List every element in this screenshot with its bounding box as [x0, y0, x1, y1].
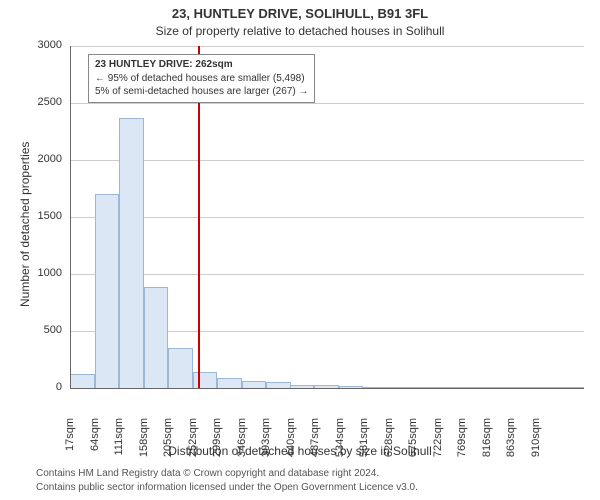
x-tick-label: 64sqm	[89, 418, 101, 468]
x-tick-label: 910sqm	[530, 418, 542, 468]
x-tick-label: 440sqm	[285, 418, 297, 468]
x-tick-label: 487sqm	[309, 418, 321, 468]
x-tick-label: 252sqm	[187, 418, 199, 468]
x-tick-label: 675sqm	[407, 418, 419, 468]
x-axis-line	[70, 388, 584, 389]
x-tick-label: 628sqm	[383, 418, 395, 468]
y-tick-label: 2500	[0, 96, 62, 108]
page-root: 23, HUNTLEY DRIVE, SOLIHULL, B91 3FL Siz…	[0, 0, 600, 500]
page-title: 23, HUNTLEY DRIVE, SOLIHULL, B91 3FL	[0, 6, 600, 21]
chart-plot-area: 23 HUNTLEY DRIVE: 262sqm ← 95% of detach…	[70, 46, 584, 388]
x-tick-label: 769sqm	[456, 418, 468, 468]
y-axis-line	[70, 46, 71, 388]
histogram-bar	[242, 381, 267, 388]
x-tick-label: 863sqm	[505, 418, 517, 468]
x-tick-label: 722sqm	[432, 418, 444, 468]
y-axis-label: Number of detached properties	[18, 142, 32, 307]
gridline	[70, 103, 584, 104]
annotation-box: 23 HUNTLEY DRIVE: 262sqm ← 95% of detach…	[88, 54, 315, 103]
gridline	[70, 217, 584, 218]
x-tick-label: 816sqm	[481, 418, 493, 468]
x-tick-label: 158sqm	[138, 418, 150, 468]
y-tick-label: 1000	[0, 267, 62, 279]
histogram-bar	[70, 374, 95, 388]
x-tick-label: 581sqm	[358, 418, 370, 468]
histogram-bar	[144, 287, 169, 388]
gridline	[70, 274, 584, 275]
histogram-bar	[95, 194, 120, 388]
x-axis-label: Distribution of detached houses by size …	[0, 444, 600, 458]
y-tick-label: 500	[0, 324, 62, 336]
annotation-line2: ← 95% of detached houses are smaller (5,…	[95, 72, 308, 86]
y-tick-label: 0	[0, 381, 62, 393]
y-tick-label: 3000	[0, 39, 62, 51]
gridline	[70, 46, 584, 47]
gridline	[70, 160, 584, 161]
footer-line1: Contains HM Land Registry data © Crown c…	[36, 468, 379, 479]
x-tick-label: 17sqm	[64, 418, 76, 468]
x-tick-label: 346sqm	[236, 418, 248, 468]
histogram-bar	[193, 372, 218, 388]
y-tick-label: 2000	[0, 153, 62, 165]
page-subtitle: Size of property relative to detached ho…	[0, 24, 600, 38]
annotation-line3: 5% of semi-detached houses are larger (2…	[95, 85, 308, 99]
x-tick-label: 534sqm	[334, 418, 346, 468]
annotation-line1: 23 HUNTLEY DRIVE: 262sqm	[95, 58, 308, 72]
x-tick-label: 111sqm	[113, 418, 125, 468]
histogram-bar	[217, 378, 242, 388]
histogram-bar	[168, 348, 193, 388]
x-tick-label: 393sqm	[260, 418, 272, 468]
footer-line2: Contains public sector information licen…	[36, 482, 418, 493]
x-tick-label: 205sqm	[162, 418, 174, 468]
x-tick-label: 299sqm	[211, 418, 223, 468]
histogram-bar	[119, 118, 144, 388]
y-tick-label: 1500	[0, 210, 62, 222]
